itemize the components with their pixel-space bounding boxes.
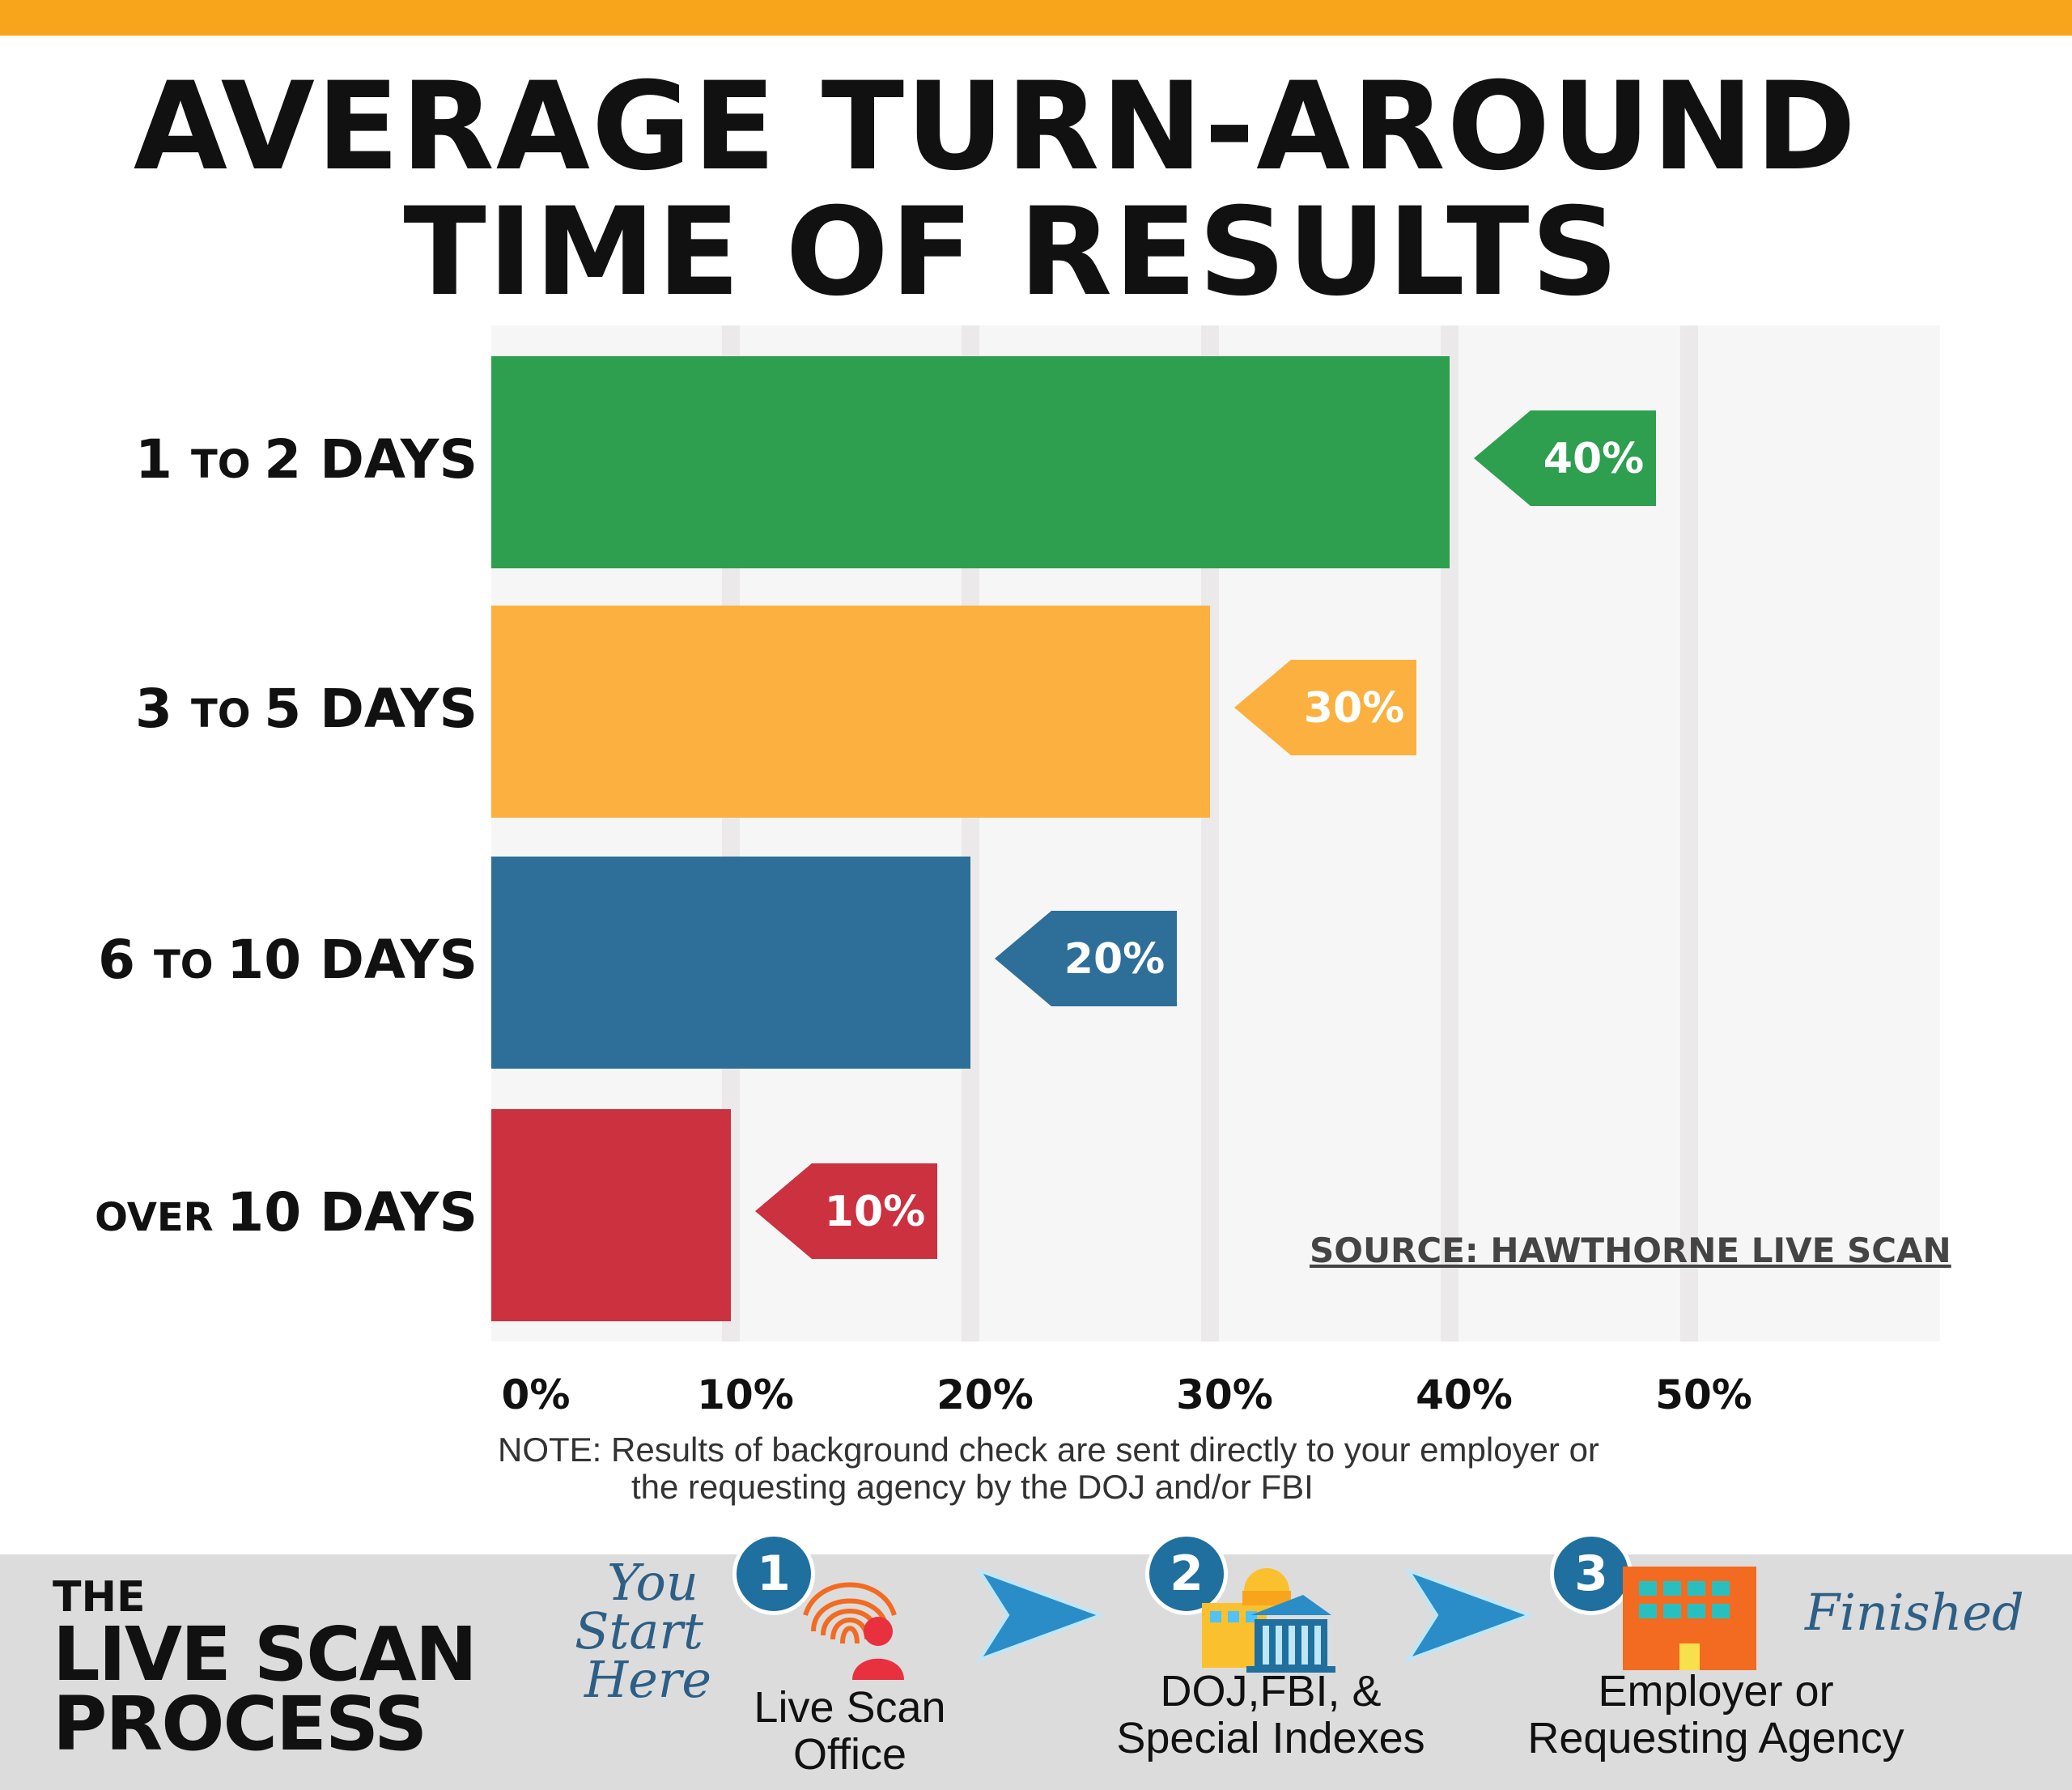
bar-over-10-days: [491, 1109, 731, 1321]
bars: [491, 356, 1450, 1321]
category-label-1: 1 TO 2 DAYS: [135, 428, 478, 491]
bar-chart: 40% 30% 20% 10% 1 TO 2 DAYS 3 TO 5 DAYS 6 TO …: [95, 325, 1752, 1418]
x-tick-label-30%: 30%: [1176, 1371, 1273, 1418]
fingerprint-person-icon: [803, 1582, 904, 1680]
x-tick-label-0%: 0%: [502, 1371, 571, 1418]
value-label-3: 20%: [1064, 935, 1165, 984]
start-line-1: You: [607, 1553, 698, 1612]
chart-title-line-2: TIME OF RESULTS: [403, 182, 1620, 323]
chart-title-line-1: AVERAGE TURN-AROUND: [133, 57, 1858, 198]
step-3-label-line-2: Requesting Agency: [1527, 1714, 1904, 1762]
x-tick-label-10%: 10%: [697, 1371, 794, 1418]
value-label-4: 10%: [825, 1188, 925, 1236]
step-2-label-line-2: Special Indexes: [1116, 1714, 1425, 1762]
grid-line-40%: [1441, 325, 1458, 1341]
value-label-1: 40%: [1543, 435, 1644, 483]
source-credit: SOURCE: HAWTHORNE LIVE SCAN: [1310, 1231, 1951, 1270]
value-tag-3: [995, 911, 1177, 1006]
step-2-badge: 2: [1145, 1533, 1228, 1615]
office-building-icon: [1623, 1567, 1756, 1670]
bar-6-to-10-days: [491, 857, 970, 1069]
bar-1-to-2-days: [491, 356, 1450, 568]
x-tick-label-20%: 20%: [936, 1371, 1034, 1418]
step-1-label-line-2: Office: [792, 1730, 907, 1779]
process-brand: THE LIVE SCAN PROCESS: [53, 1573, 478, 1767]
step-1-label: Live Scan Office: [712, 1684, 987, 1778]
step-arrow-1-icon: [975, 1567, 1105, 1663]
footnote-line-1: NOTE: Results of background check are se…: [498, 1431, 1599, 1469]
step-1-badge: 1: [732, 1533, 815, 1615]
bar-3-to-5-days: [491, 606, 1210, 818]
grid-lines: [722, 325, 1698, 1341]
step-3-label-line-1: Employer or: [1598, 1667, 1834, 1716]
brand-line-1: THE: [53, 1573, 146, 1622]
value-label-2: 30%: [1304, 684, 1404, 733]
category-label-2: 3 TO 5 DAYS: [135, 678, 478, 740]
step-1-label-line-1: Live Scan: [754, 1683, 946, 1732]
category-labels: 1 TO 2 DAYS 3 TO 5 DAYS 6 TO 10 DAYS OVER 1…: [95, 428, 478, 1244]
step-3-badge: 3: [1550, 1533, 1633, 1615]
category-label-3: 6 TO 10 DAYS: [98, 929, 478, 991]
brand-line-2: LIVE SCAN: [53, 1611, 478, 1698]
footnote: NOTE: Results of background check are se…: [498, 1431, 1599, 1506]
start-here-note: You Start Here: [575, 1553, 711, 1705]
finished-note: Finished: [1805, 1583, 2024, 1642]
step-3-label: Employer or Requesting Agency: [1489, 1668, 1942, 1762]
step-2-label-line-1: DOJ,FBI, &: [1160, 1667, 1382, 1716]
step-arrow-2-icon: [1404, 1567, 1534, 1663]
brand-line-3: PROCESS: [53, 1681, 427, 1767]
grid-line-50%: [1680, 325, 1698, 1341]
footnote-line-2: the requesting agency by the DOJ and/or …: [631, 1468, 1314, 1506]
x-axis-ticks: 0% 10% 20% 30% 40% 50%: [502, 1371, 1752, 1418]
x-tick-label-40%: 40%: [1416, 1371, 1513, 1418]
category-label-4: OVER 10 DAYS: [95, 1181, 478, 1244]
start-line-3: Here: [584, 1650, 712, 1709]
grid-line-30%: [1201, 325, 1219, 1341]
step-2-label: DOJ,FBI, & Special Indexes: [1101, 1668, 1441, 1762]
grid-line-20%: [962, 325, 979, 1341]
x-tick-label-50%: 50%: [1655, 1371, 1752, 1418]
government-building-icon: [1202, 1568, 1335, 1673]
value-tag-2: [1234, 660, 1416, 755]
grid-line-10%: [722, 325, 740, 1341]
value-tag-4: [755, 1163, 937, 1259]
value-tag-1: [1474, 410, 1656, 506]
top-accent-bar: [0, 0, 2072, 36]
value-tags: 40% 30% 20% 10%: [755, 410, 1656, 1259]
start-line-2: Start: [575, 1601, 703, 1660]
